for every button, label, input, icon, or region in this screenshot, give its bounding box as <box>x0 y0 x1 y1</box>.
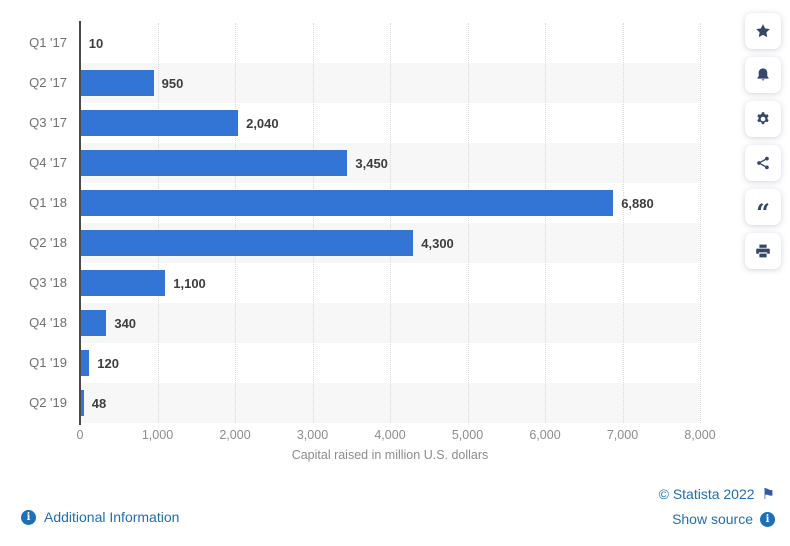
favorite-button[interactable] <box>745 13 781 49</box>
x-tick-label: 4,000 <box>374 428 406 442</box>
notification-button[interactable] <box>745 57 781 93</box>
bar[interactable] <box>80 150 348 176</box>
category-label: Q2 '18 <box>29 235 67 250</box>
bar-value-label: 4,300 <box>421 235 454 251</box>
gridline <box>390 23 391 423</box>
bar-value-label: 950 <box>161 75 184 91</box>
chart-row: 6,880 <box>80 183 700 223</box>
chart-row: 120 <box>80 343 700 383</box>
gridline <box>157 23 159 423</box>
info-icon: i <box>760 511 775 527</box>
citation-button[interactable]: “ <box>745 189 781 225</box>
additional-information-label: Additional Information <box>44 509 180 525</box>
x-tick-label: 0 <box>76 428 84 442</box>
additional-information-link[interactable]: i Additional Information <box>21 509 179 525</box>
plot-area: 10 950 2,040 3,450 6,880 4,300 1,100 340 120 48 <box>79 21 701 425</box>
category-label: Q3 '18 <box>29 275 67 290</box>
category-label: Q3 '17 <box>29 115 67 130</box>
flag-icon: ⚑ <box>761 485 775 503</box>
bar-value-label: 6,880 <box>621 195 654 211</box>
bar[interactable] <box>80 230 414 256</box>
x-tick-label: 6,000 <box>529 428 561 442</box>
bar[interactable] <box>80 110 239 136</box>
bar[interactable] <box>80 70 154 96</box>
gridline <box>700 23 701 423</box>
bar[interactable] <box>80 390 84 416</box>
chart-row: 1,100 <box>80 263 700 303</box>
y-axis-line <box>79 21 81 425</box>
x-axis-ticks: 0 1,000 2,000 3,000 4,000 5,000 6,000 7,000 8,00… <box>76 428 716 443</box>
bar-value-label: 10 <box>88 35 104 51</box>
statista-copyright-link[interactable]: © Statista 2022 ⚑ <box>659 486 775 502</box>
copyright-label: © Statista 2022 <box>658 486 755 502</box>
gear-icon <box>755 111 771 127</box>
quote-icon: “ <box>756 198 770 227</box>
share-button[interactable] <box>745 145 781 181</box>
bar[interactable] <box>80 190 614 216</box>
bar-value-label: 3,450 <box>355 155 388 171</box>
x-tick-label: 2,000 <box>219 428 251 442</box>
x-axis-title: Capital raised in million U.S. dollars <box>291 448 489 462</box>
action-toolbar: “ <box>745 13 781 269</box>
gridline <box>235 23 236 423</box>
bar[interactable] <box>80 310 107 336</box>
category-axis: Q1 '17 Q2 '17 Q3 '17 Q4 '17 Q1 '18 Q2 '18 Q3 '… <box>0 23 80 423</box>
show-source-link[interactable]: Show source i <box>672 511 775 527</box>
print-button[interactable] <box>745 233 781 269</box>
bar-value-label: 48 <box>91 395 107 411</box>
x-tick-label: 8,000 <box>684 428 716 442</box>
category-label: Q2 '19 <box>29 395 67 410</box>
bar[interactable] <box>80 350 90 376</box>
share-icon <box>755 155 771 171</box>
info-icon: i <box>21 509 36 525</box>
gridline <box>545 23 546 423</box>
bar-value-label: 1,100 <box>173 275 206 291</box>
x-tick-label: 1,000 <box>141 428 174 442</box>
category-label: Q1 '17 <box>29 35 67 50</box>
bar-value-label: 2,040 <box>246 115 279 131</box>
gridline <box>312 23 314 423</box>
category-label: Q2 '17 <box>29 75 67 90</box>
star-icon <box>755 23 771 39</box>
settings-button[interactable] <box>745 101 781 137</box>
chart-row: 2,040 <box>80 103 700 143</box>
category-label: Q1 '18 <box>29 195 67 210</box>
x-tick-label: 7,000 <box>606 428 639 442</box>
gridline <box>467 23 469 423</box>
x-tick-label: 3,000 <box>296 428 329 442</box>
bar-value-label: 120 <box>97 355 119 371</box>
category-label: Q4 '17 <box>29 155 67 170</box>
show-source-label: Show source <box>672 511 753 527</box>
category-label: Q1 '19 <box>29 355 67 370</box>
bar-value-label: 340 <box>114 315 137 331</box>
category-label: Q4 '18 <box>29 315 67 330</box>
x-tick-label: 5,000 <box>451 428 484 442</box>
gridline <box>622 23 624 423</box>
print-icon <box>755 243 771 259</box>
bell-icon <box>755 67 771 83</box>
bar[interactable] <box>80 270 166 296</box>
